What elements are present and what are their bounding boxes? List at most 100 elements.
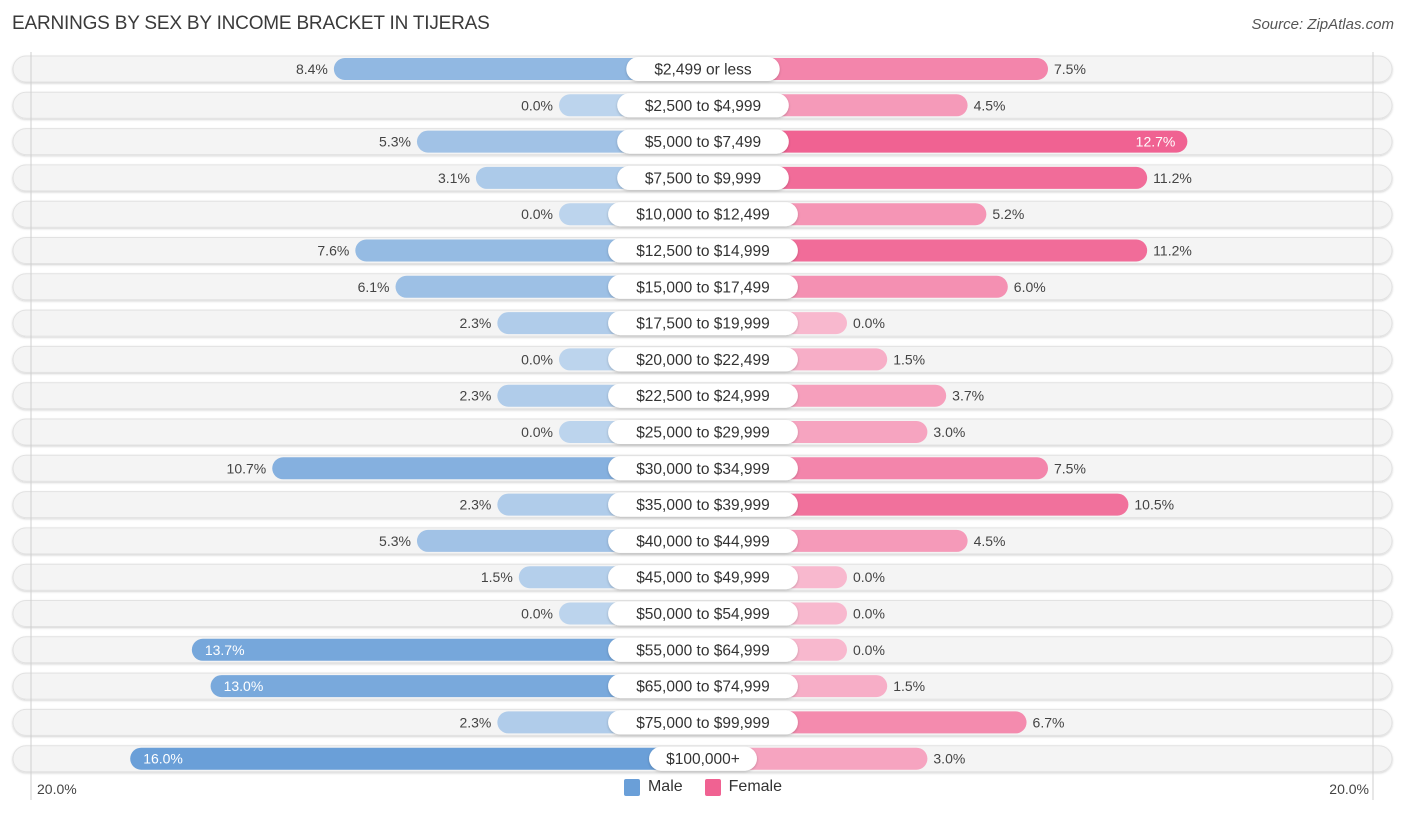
female-value-label: 4.5% bbox=[974, 97, 1006, 113]
category-pill bbox=[608, 710, 798, 735]
legend-item-male[interactable]: Male bbox=[623, 778, 683, 796]
female-bar[interactable] bbox=[703, 493, 1129, 516]
table-row: 0.0% 4.5% $2,500 to $4,999 bbox=[12, 91, 1393, 119]
table-row: 2.3% 10.5% $35,000 to $39,999 bbox=[12, 491, 1393, 519]
table-row: 2.3% 6.7% $75,000 to $99,999 bbox=[12, 708, 1393, 736]
category-label: $65,000 to $74,999 bbox=[636, 679, 770, 696]
table-row: 16.0% 3.0% $100,000+ bbox=[12, 745, 1393, 773]
male-value-label: 5.3% bbox=[379, 134, 411, 150]
female-value-label: 0.0% bbox=[853, 606, 885, 622]
female-value-label: 6.0% bbox=[1014, 279, 1046, 295]
category-pill bbox=[608, 637, 798, 662]
legend-label-female: Female bbox=[728, 778, 783, 795]
male-bar[interactable] bbox=[130, 747, 703, 770]
category-label: $30,000 to $34,999 bbox=[636, 461, 770, 478]
male-value-label: 13.0% bbox=[224, 678, 264, 694]
female-value-label: 11.2% bbox=[1153, 243, 1192, 259]
female-value-label: 5.2% bbox=[992, 206, 1024, 222]
table-row: 0.0% 1.5% $20,000 to $22,499 bbox=[12, 345, 1393, 373]
male-value-label: 13.7% bbox=[205, 642, 245, 658]
female-bar[interactable] bbox=[703, 166, 1148, 189]
male-bar[interactable] bbox=[210, 675, 703, 698]
male-value-label: 0.0% bbox=[521, 351, 553, 367]
category-label: $12,500 to $14,999 bbox=[636, 243, 770, 260]
chart-title: EARNINGS BY SEX BY INCOME BRACKET IN TIJ… bbox=[12, 13, 490, 34]
female-value-label: 0.0% bbox=[853, 569, 885, 585]
female-bar[interactable] bbox=[703, 130, 1188, 153]
category-pill bbox=[617, 93, 789, 118]
table-row: 5.3% 12.7% $5,000 to $7,499 bbox=[12, 128, 1393, 156]
category-pill bbox=[617, 165, 789, 190]
category-label: $55,000 to $64,999 bbox=[636, 642, 770, 659]
female-value-label: 3.7% bbox=[952, 388, 984, 404]
category-pill bbox=[608, 420, 798, 444]
male-bar[interactable] bbox=[272, 457, 703, 480]
category-pill bbox=[626, 57, 780, 81]
category-label: $7,500 to $9,999 bbox=[645, 170, 761, 187]
male-bar[interactable] bbox=[333, 58, 703, 80]
female-bar[interactable] bbox=[703, 239, 1148, 262]
category-pill bbox=[608, 238, 798, 263]
category-label: $45,000 to $49,999 bbox=[636, 570, 770, 587]
female-value-label: 4.5% bbox=[974, 533, 1006, 549]
category-label: $22,500 to $24,999 bbox=[636, 388, 770, 405]
category-label: $2,500 to $4,999 bbox=[645, 98, 761, 115]
category-pill bbox=[608, 456, 798, 481]
legend-swatch-female bbox=[704, 778, 721, 796]
female-value-label: 1.5% bbox=[893, 351, 925, 367]
table-row: 7.6% 11.2% $12,500 to $14,999 bbox=[12, 237, 1393, 264]
legend-item-female[interactable]: Female bbox=[704, 778, 783, 796]
category-label: $40,000 to $44,999 bbox=[636, 533, 770, 550]
male-value-label: 16.0% bbox=[143, 751, 183, 767]
category-pill bbox=[608, 565, 798, 590]
table-row: 3.1% 11.2% $7,500 to $9,999 bbox=[12, 164, 1393, 192]
table-row: 13.0% 1.5% $65,000 to $74,999 bbox=[12, 672, 1393, 700]
male-value-label: 8.4% bbox=[296, 61, 328, 77]
male-value-label: 0.0% bbox=[521, 606, 553, 622]
category-pill bbox=[608, 274, 798, 299]
category-pill bbox=[608, 528, 798, 553]
table-row: 13.7% 0.0% $55,000 to $64,999 bbox=[12, 636, 1393, 664]
female-bar[interactable] bbox=[703, 747, 928, 770]
male-value-label: 6.1% bbox=[358, 279, 390, 295]
female-value-label: 3.0% bbox=[933, 424, 965, 440]
category-pill bbox=[608, 311, 798, 336]
table-row: 0.0% 5.2% $10,000 to $12,499 bbox=[12, 200, 1393, 228]
table-row: 6.1% 6.0% $15,000 to $17,499 bbox=[12, 273, 1393, 301]
male-value-label: 0.0% bbox=[521, 206, 553, 222]
table-row: 5.3% 4.5% $40,000 to $44,999 bbox=[12, 527, 1393, 555]
male-value-label: 7.6% bbox=[317, 243, 349, 259]
category-pill bbox=[617, 129, 789, 154]
male-value-label: 1.5% bbox=[481, 569, 513, 585]
category-label: $5,000 to $7,499 bbox=[645, 134, 761, 151]
category-label: $2,499 or less bbox=[654, 62, 752, 79]
male-value-label: 2.3% bbox=[459, 714, 491, 730]
category-pill bbox=[608, 601, 798, 626]
category-label: $50,000 to $54,999 bbox=[636, 606, 770, 623]
female-value-label: 1.5% bbox=[893, 678, 925, 694]
legend-label-male: Male bbox=[647, 778, 683, 795]
legend: Male Female bbox=[0, 778, 1406, 796]
female-value-label: 11.2% bbox=[1153, 170, 1192, 186]
category-pill bbox=[608, 202, 798, 227]
category-label: $10,000 to $12,499 bbox=[636, 207, 770, 224]
category-pill bbox=[608, 492, 798, 517]
category-pill bbox=[608, 674, 798, 699]
category-label: $17,500 to $19,999 bbox=[636, 316, 770, 333]
male-value-label: 2.3% bbox=[459, 388, 491, 404]
female-bar[interactable] bbox=[703, 58, 1048, 80]
male-value-label: 2.3% bbox=[459, 315, 491, 331]
category-label: $100,000+ bbox=[666, 751, 740, 768]
female-value-label: 12.7% bbox=[1136, 134, 1176, 150]
table-row: 1.5% 0.0% $45,000 to $49,999 bbox=[12, 563, 1393, 591]
category-label: $15,000 to $17,499 bbox=[636, 279, 770, 296]
axis-max-label: 20.0% bbox=[1329, 781, 1369, 797]
category-pill bbox=[608, 383, 798, 408]
male-bar[interactable] bbox=[191, 638, 703, 661]
female-value-label: 7.5% bbox=[1054, 460, 1086, 476]
source-label: Source: ZipAtlas.com bbox=[1251, 16, 1394, 33]
table-row: 0.0% 0.0% $50,000 to $54,999 bbox=[12, 600, 1393, 627]
table-row: 10.7% 7.5% $30,000 to $34,999 bbox=[12, 454, 1393, 482]
male-value-label: 0.0% bbox=[521, 97, 553, 113]
table-row: 2.3% 3.7% $22,500 to $24,999 bbox=[12, 382, 1393, 410]
